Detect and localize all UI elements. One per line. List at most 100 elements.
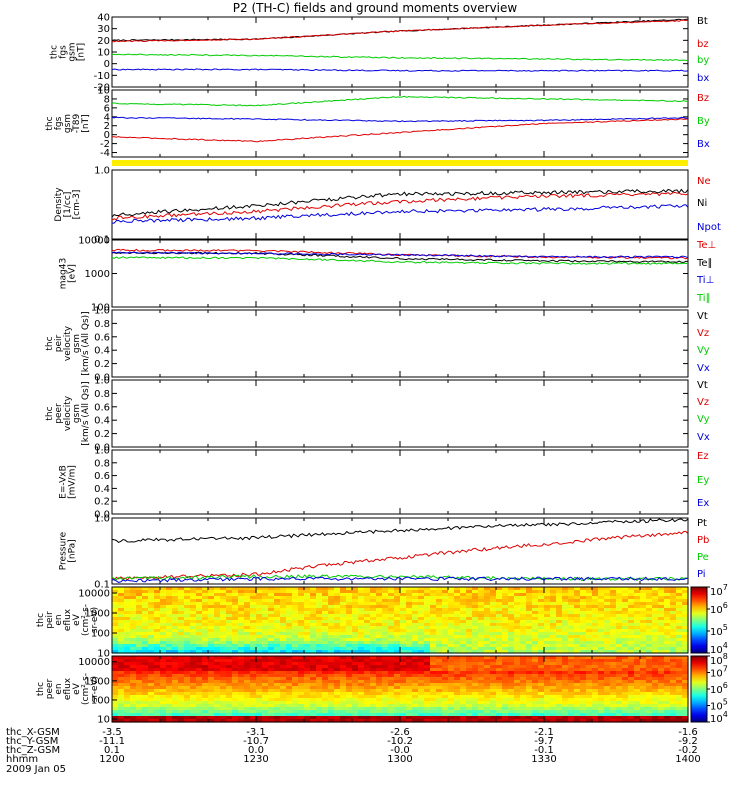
peir-spectrogram-cell: [682, 611, 689, 615]
peer-spectrogram-cell: [136, 671, 143, 675]
peir-spectrogram-cell: [682, 617, 689, 621]
peir-spectrogram-cell: [226, 617, 233, 621]
peer-spectrogram-cell: [340, 698, 347, 702]
peir-spectrogram-cell: [130, 623, 137, 627]
peer-spectrogram-cell: [538, 656, 545, 660]
peir-velocity-ylabel: peir: [54, 334, 64, 352]
peir-spectrogram-cell: [112, 623, 119, 627]
peer-spectrogram-cell: [592, 677, 599, 681]
peer-spectrogram-cell: [130, 695, 137, 699]
peer-spectrogram-cell: [532, 659, 539, 663]
peer-spectrogram-cell: [598, 665, 605, 669]
peir-spectrogram-cell: [514, 611, 521, 615]
peer-spectrogram-cell: [328, 668, 335, 672]
peer-spectrogram-cell: [190, 668, 197, 672]
peir-spectrogram-cell: [286, 638, 293, 642]
peer-spectrogram-cell: [328, 686, 335, 690]
peer-spectrogram-cell: [190, 692, 197, 696]
peer-spectrogram-cell: [628, 689, 635, 693]
fgs-t89-ylabel: -T89: [72, 114, 82, 134]
legend-peir-velocity: Vt: [697, 311, 708, 322]
peir-spectrogram-cell: [652, 629, 659, 633]
peir-spectrogram-cell: [358, 638, 365, 642]
peir-spectrogram-cell: [364, 593, 371, 597]
peir-spectrogram-cell: [184, 608, 191, 612]
peer-spectrogram-cell: [160, 671, 167, 675]
peer-velocity-ytick-label: 0.4: [94, 416, 110, 427]
peir-spectrogram-cell: [136, 647, 143, 651]
peer-spectrogram-cell: [430, 704, 437, 708]
peer-spectrogram-cell: [226, 692, 233, 696]
peir-spectrogram-cell: [562, 641, 569, 645]
peir-spectrogram-cell: [388, 626, 395, 630]
peir-spectrogram-cell: [118, 608, 125, 612]
peir-spectrogram-cell: [472, 620, 479, 624]
peir-velocity-ylabel: gsm: [72, 334, 82, 353]
peer-spectrogram-cell: [628, 674, 635, 678]
peer-spectrogram-cell: [412, 668, 419, 672]
peir-spectrogram-cell: [586, 611, 593, 615]
peir-spectrogram-cell: [262, 635, 269, 639]
peir-spectrogram-cell: [406, 620, 413, 624]
peir-spectrogram-cell: [424, 644, 431, 648]
peer-spectrogram-cell: [268, 668, 275, 672]
peir-spectrogram-cell: [376, 611, 383, 615]
peir-spectrogram-cell: [454, 596, 461, 600]
peer-spectrogram-cell: [622, 704, 629, 708]
peer-spectrogram-cell: [454, 662, 461, 666]
peer-spectrogram-cell: [172, 689, 179, 693]
peer-spectrogram-cell: [640, 686, 647, 690]
peir-spectrogram-cell: [238, 626, 245, 630]
peer-spectrogram-cell: [364, 668, 371, 672]
peer-spectrogram-cell: [166, 680, 173, 684]
peir-spectrogram-cell: [574, 593, 581, 597]
peer-spectrogram-cell: [292, 713, 299, 717]
peer-spectrogram-cell: [136, 704, 143, 708]
peer-spectrogram-cell: [304, 719, 311, 723]
peir-spectrogram-cell: [508, 593, 515, 597]
peer-spectrogram-cell: [532, 668, 539, 672]
peir-spectrogram-cell: [256, 602, 263, 606]
peer-spectrogram-cell: [430, 662, 437, 666]
peer-spectrogram-cell: [334, 668, 341, 672]
peir-spectrogram-cell: [604, 596, 611, 600]
peer-spectrogram-cell: [166, 716, 173, 720]
peer-spectrogram-cell: [322, 665, 329, 669]
peer-spectrogram-cell: [340, 656, 347, 660]
peer-spectrogram-cell: [256, 677, 263, 681]
peir-spectrogram-cell: [532, 593, 539, 597]
peer-spectrogram-cell: [544, 704, 551, 708]
peir-spectrogram-cell: [364, 644, 371, 648]
peer-spectrogram-cell: [376, 692, 383, 696]
peer-spectrogram-cell: [412, 674, 419, 678]
peer-spectrogram-cell: [160, 668, 167, 672]
peir-spectrogram-cell: [616, 614, 623, 618]
peir-spectrogram-cell: [418, 626, 425, 630]
peir-spectrogram-cell: [166, 617, 173, 621]
peer-spectrogram-cell: [676, 668, 683, 672]
peer-spectrogram-cell: [568, 689, 575, 693]
peer-spectrogram-cell: [682, 683, 689, 687]
peir-spectrogram-cell: [658, 587, 665, 591]
peir-spectrogram-cell: [352, 623, 359, 627]
peir-spectrogram-cell: [244, 611, 251, 615]
peer-spectrogram-cell: [388, 704, 395, 708]
peir-spectrogram-cell: [586, 602, 593, 606]
peer-spectrogram-cell: [214, 671, 221, 675]
peir-spectrogram-cell: [562, 590, 569, 594]
peer-spectrogram-cell: [298, 656, 305, 660]
peir-spectrogram-cell: [490, 650, 497, 654]
peer-spectrogram-cell: [616, 695, 623, 699]
peir-spectrogram-cell: [646, 623, 653, 627]
peer-spectrogram-cell: [148, 692, 155, 696]
legend-efield: Ez: [697, 451, 709, 462]
peir-spectrogram-cell: [520, 626, 527, 630]
peer-spectrogram-cell: [424, 683, 431, 687]
peir-spectrogram-cell: [322, 611, 329, 615]
peir-spectrogram-cell: [178, 596, 185, 600]
peir-spectrogram-cell: [124, 641, 131, 645]
peir-spectrogram-cell: [454, 620, 461, 624]
peir-spectrogram-cell: [424, 614, 431, 618]
peer-spectrogram-cell: [454, 719, 461, 723]
peir-spectrogram-cell: [124, 599, 131, 603]
